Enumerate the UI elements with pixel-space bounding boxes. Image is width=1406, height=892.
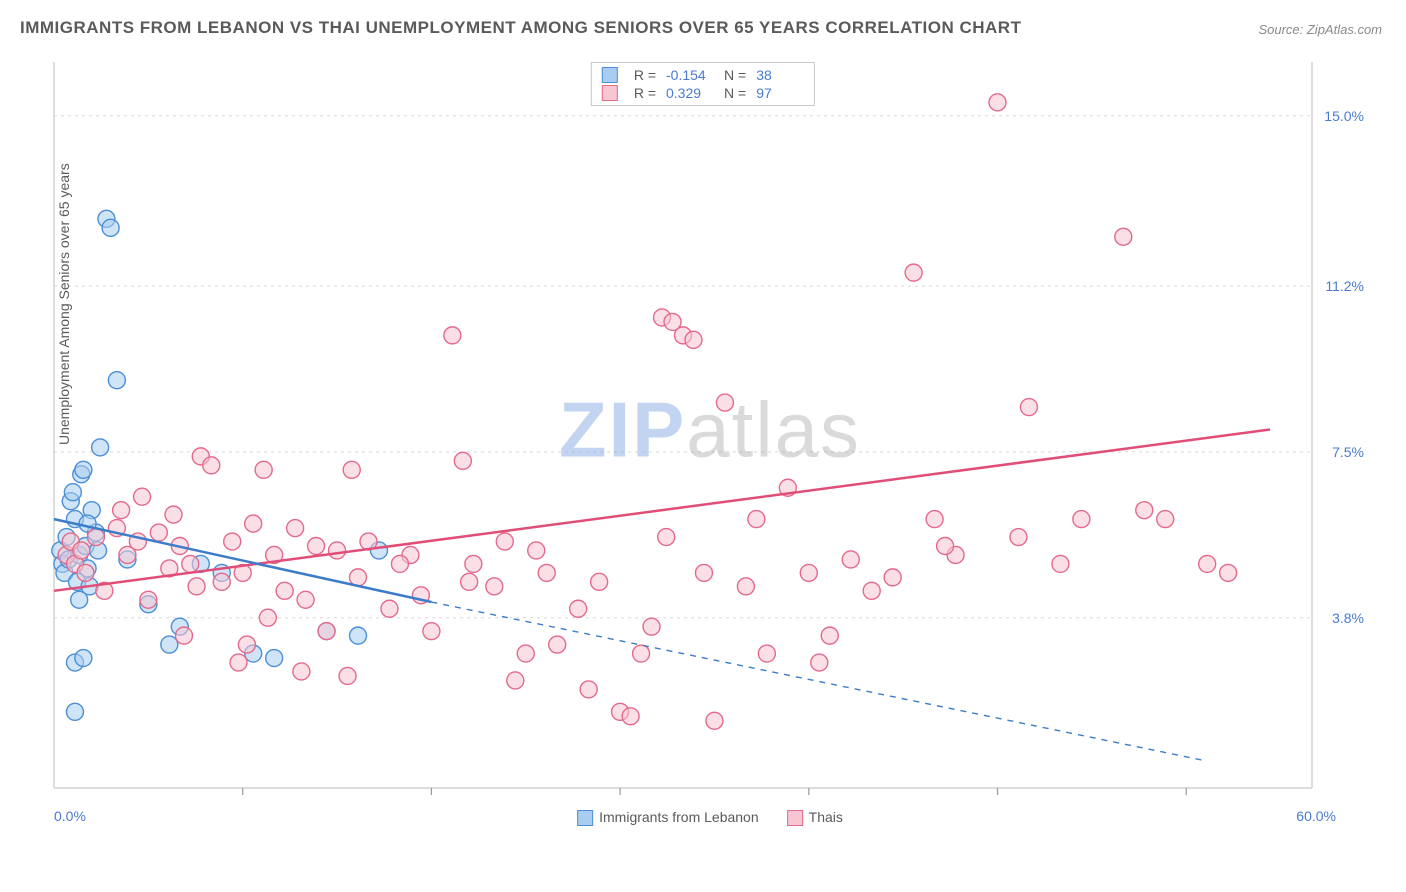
correlation-row-lebanon: R = -0.154 N = 38 xyxy=(602,66,804,84)
n-value-lebanon: 38 xyxy=(756,67,804,83)
n-label: N = xyxy=(724,85,746,101)
legend-swatch-lebanon xyxy=(577,810,593,826)
y-tick-label: 3.8% xyxy=(1332,610,1364,626)
y-axis-label: Unemployment Among Seniors over 65 years xyxy=(56,163,72,445)
legend-item-lebanon: Immigrants from Lebanon xyxy=(577,809,759,826)
x-axis-min-label: 0.0% xyxy=(54,808,86,824)
n-label: N = xyxy=(724,67,746,83)
y-tick-label: 7.5% xyxy=(1332,444,1364,460)
legend-label-thais: Thais xyxy=(809,809,843,825)
r-label: R = xyxy=(634,85,656,101)
legend-label-lebanon: Immigrants from Lebanon xyxy=(599,809,759,825)
correlation-chart: ZIPatlas Unemployment Among Seniors over… xyxy=(50,60,1370,830)
corr-swatch-lebanon xyxy=(602,67,618,83)
corr-swatch-thais xyxy=(602,85,618,101)
correlation-row-thais: R = 0.329 N = 97 xyxy=(602,84,804,102)
y-tick-label: 11.2% xyxy=(1325,278,1364,294)
x-axis-max-label: 60.0% xyxy=(1296,808,1336,824)
y-tick-label: 15.0% xyxy=(1324,108,1364,124)
legend-swatch-thais xyxy=(787,810,803,826)
page-title: IMMIGRANTS FROM LEBANON VS THAI UNEMPLOY… xyxy=(20,18,1021,38)
chart-canvas xyxy=(50,60,1370,830)
correlation-legend: R = -0.154 N = 38 R = 0.329 N = 97 xyxy=(591,62,815,106)
r-label: R = xyxy=(634,67,656,83)
source-attribution: Source: ZipAtlas.com xyxy=(1258,22,1382,37)
bottom-legend: Immigrants from Lebanon Thais xyxy=(577,809,843,826)
n-value-thais: 97 xyxy=(756,85,804,101)
r-value-lebanon: -0.154 xyxy=(666,67,714,83)
legend-item-thais: Thais xyxy=(787,809,843,826)
r-value-thais: 0.329 xyxy=(666,85,714,101)
